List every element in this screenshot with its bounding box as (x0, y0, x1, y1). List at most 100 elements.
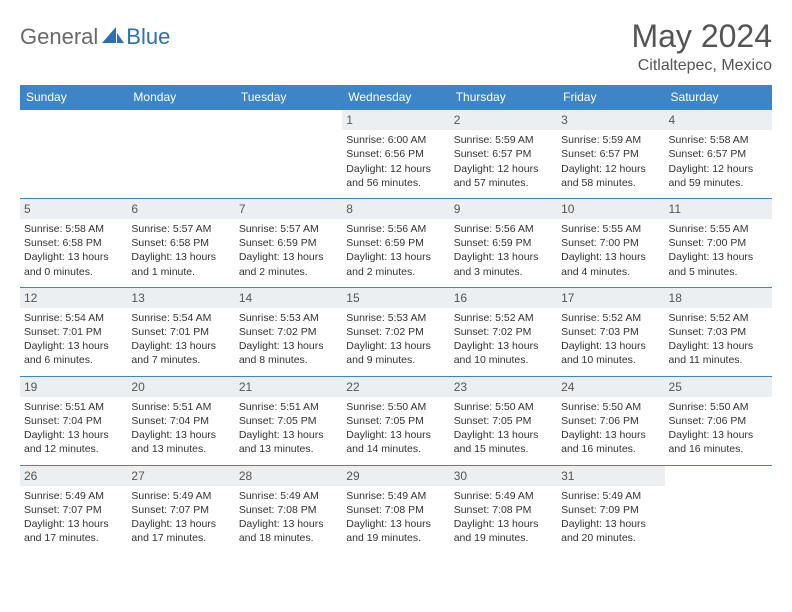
day-number: 23 (450, 377, 557, 397)
day-number: 19 (20, 377, 127, 397)
calendar-day-cell: 23 Sunrise: 5:50 AMSunset: 7:05 PMDayligh… (450, 376, 557, 465)
sunrise-text: Sunrise: 5:56 AM (346, 222, 445, 236)
daylight-text: Daylight: 12 hours (561, 162, 660, 176)
sunset-text: Sunset: 7:07 PM (24, 503, 123, 517)
daylight-text: and 15 minutes. (454, 442, 553, 456)
daylight-text: Daylight: 13 hours (669, 428, 768, 442)
daylight-text: and 12 minutes. (24, 442, 123, 456)
sunset-text: Sunset: 7:05 PM (454, 414, 553, 428)
daylight-text: and 59 minutes. (669, 176, 768, 190)
daylight-text: and 6 minutes. (24, 353, 123, 367)
sunset-text: Sunset: 6:56 PM (346, 147, 445, 161)
sunrise-text: Sunrise: 5:58 AM (24, 222, 123, 236)
daylight-text: and 8 minutes. (239, 353, 338, 367)
sunset-text: Sunset: 7:00 PM (669, 236, 768, 250)
day-number: 30 (450, 466, 557, 486)
daylight-text: and 13 minutes. (239, 442, 338, 456)
sunrise-text: Sunrise: 6:00 AM (346, 133, 445, 147)
day-number: 24 (557, 377, 664, 397)
day-number: 25 (665, 377, 772, 397)
sunset-text: Sunset: 6:58 PM (131, 236, 230, 250)
daylight-text: Daylight: 12 hours (454, 162, 553, 176)
daylight-text: Daylight: 13 hours (346, 250, 445, 264)
sunset-text: Sunset: 6:57 PM (669, 147, 768, 161)
daylight-text: Daylight: 13 hours (561, 250, 660, 264)
calendar-day-cell (127, 110, 234, 199)
sunrise-text: Sunrise: 5:52 AM (454, 311, 553, 325)
calendar-day-cell: 15Sunrise: 5:53 AMSunset: 7:02 PMDayligh… (342, 287, 449, 376)
sunrise-text: Sunrise: 5:54 AM (24, 311, 123, 325)
header: General Blue May 2024 Citlaltepec, Mexic… (20, 18, 772, 75)
daylight-text: Daylight: 13 hours (131, 250, 230, 264)
daylight-text: Daylight: 13 hours (24, 339, 123, 353)
sunset-text: Sunset: 7:00 PM (561, 236, 660, 250)
calendar-day-cell: 20Sunrise: 5:51 AMSunset: 7:04 PMDayligh… (127, 376, 234, 465)
day-number: 3 (557, 110, 664, 130)
daylight-text: Daylight: 13 hours (24, 428, 123, 442)
day-number: 6 (127, 199, 234, 219)
sunrise-text: Sunrise: 5:58 AM (669, 133, 768, 147)
day-number: 28 (235, 466, 342, 486)
sunrise-text: Sunrise: 5:53 AM (346, 311, 445, 325)
daylight-text: Daylight: 13 hours (346, 339, 445, 353)
sunset-text: Sunset: 7:04 PM (24, 414, 123, 428)
calendar-week-row: 26 Sunrise: 5:49 AM Sunset: 7:07 PM Dayligh… (20, 465, 772, 553)
calendar-day-cell: 1Sunrise: 6:00 AMSunset: 6:56 PMDaylight… (342, 110, 449, 199)
daylight-text: and 7 minutes. (131, 353, 230, 367)
weekday-header: Friday (557, 85, 664, 110)
calendar-week-row: 19Sunrise: 5:51 AMSunset: 7:04 PMDayligh… (20, 376, 772, 465)
daylight-text: and 17 minutes. (24, 531, 123, 545)
daylight-text: Daylight: 13 hours (454, 428, 553, 442)
calendar-day-cell: 10Sunrise: 5:55 AMSunset: 7:00 PMDayligh… (557, 198, 664, 287)
sunset-text: Sunset: 7:06 PM (669, 414, 768, 428)
sunrise-text: Sunrise: 5:50 AM (669, 400, 768, 414)
day-number: 21 (235, 377, 342, 397)
sunrise-text: Sunrise: 5:50 AM (454, 400, 553, 414)
day-number: 5 (20, 199, 127, 219)
sunset-text: Sunset: 7:01 PM (24, 325, 123, 339)
day-number: 17 (557, 288, 664, 308)
sunrise-text: Sunrise: 5:49 AM (561, 489, 660, 503)
calendar-day-cell: 8Sunrise: 5:56 AMSunset: 6:59 PMDaylight… (342, 198, 449, 287)
day-number: 26 (20, 466, 127, 486)
sunset-text: Sunset: 6:58 PM (24, 236, 123, 250)
calendar-day-cell: 19 Sunrise: 5:51 AMSunset: 7:04 PMDayligh… (20, 376, 127, 465)
daylight-text: Daylight: 12 hours (346, 162, 445, 176)
sunrise-text: Sunrise: 5:49 AM (239, 489, 338, 503)
brand-text-general: General (20, 24, 98, 50)
daylight-text: and 11 minutes. (669, 353, 768, 367)
calendar-day-cell: 5Sunrise: 5:58 AMSunset: 6:58 PMDaylight… (20, 198, 127, 287)
sunrise-text: Sunrise: 5:50 AM (346, 400, 445, 414)
calendar-day-cell: 25 Sunrise: 5:50 AMSunset: 7:06 PMDayligh… (665, 376, 772, 465)
weekday-header: Monday (127, 85, 234, 110)
daylight-text: and 18 minutes. (239, 531, 338, 545)
daylight-text: Daylight: 13 hours (346, 517, 445, 531)
daylight-text: Daylight: 13 hours (239, 339, 338, 353)
sunrise-text: Sunrise: 5:55 AM (669, 222, 768, 236)
sunrise-text: Sunrise: 5:49 AM (346, 489, 445, 503)
calendar-day-cell: 13Sunrise: 5:54 AMSunset: 7:01 PMDayligh… (127, 287, 234, 376)
daylight-text: and 14 minutes. (346, 442, 445, 456)
daylight-text: Daylight: 13 hours (131, 339, 230, 353)
brand-logo: General Blue (20, 18, 170, 50)
daylight-text: and 10 minutes. (454, 353, 553, 367)
sunset-text: Sunset: 6:59 PM (346, 236, 445, 250)
calendar-day-cell: 22Sunrise: 5:50 AMSunset: 7:05 PMDayligh… (342, 376, 449, 465)
calendar-week-row: 12Sunrise: 5:54 AMSunset: 7:01 PMDayligh… (20, 287, 772, 376)
daylight-text: Daylight: 13 hours (454, 250, 553, 264)
calendar-day-cell: 16Sunrise: 5:52 AMSunset: 7:02 PMDayligh… (450, 287, 557, 376)
sunset-text: Sunset: 7:02 PM (454, 325, 553, 339)
sunset-text: Sunset: 7:05 PM (239, 414, 338, 428)
day-number: 7 (235, 199, 342, 219)
calendar-day-cell: 18Sunrise: 5:52 AMSunset: 7:03 PMDayligh… (665, 287, 772, 376)
daylight-text: and 13 minutes. (131, 442, 230, 456)
daylight-text: and 3 minutes. (454, 265, 553, 279)
calendar-day-cell: 6Sunrise: 5:57 AMSunset: 6:58 PMDaylight… (127, 198, 234, 287)
sunset-text: Sunset: 6:59 PM (454, 236, 553, 250)
sunset-text: Sunset: 7:03 PM (669, 325, 768, 339)
daylight-text: and 9 minutes. (346, 353, 445, 367)
daylight-text: and 5 minutes. (669, 265, 768, 279)
day-number: 18 (665, 288, 772, 308)
sunrise-text: Sunrise: 5:51 AM (24, 400, 123, 414)
calendar-day-cell: 14Sunrise: 5:53 AMSunset: 7:02 PMDayligh… (235, 287, 342, 376)
